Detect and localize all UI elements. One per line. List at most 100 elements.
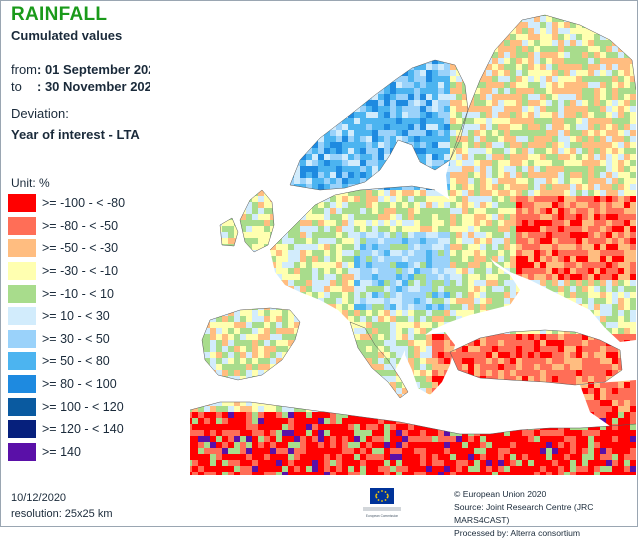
grid-cell: [444, 244, 450, 250]
grid-cell: [246, 310, 252, 316]
grid-cell: [372, 274, 378, 280]
grid-cell: [468, 364, 474, 370]
grid-cell: [300, 160, 306, 166]
grid-cell: [348, 238, 354, 244]
grid-cell: [522, 262, 528, 268]
grid-cell: [552, 172, 558, 178]
grid-cell: [624, 124, 630, 130]
grid-cell: [432, 154, 438, 160]
grid-cell: [552, 154, 558, 160]
grid-cell: [582, 166, 588, 172]
grid-cell: [426, 304, 432, 310]
grid-cell: [354, 316, 360, 322]
grid-cell: [468, 226, 474, 232]
grid-cell: [480, 346, 486, 352]
grid-cell: [396, 130, 402, 136]
grid-cell: [498, 196, 504, 202]
grid-cell: [600, 106, 606, 112]
grid-cell: [450, 82, 456, 88]
grid-cell: [366, 148, 372, 154]
grid-cell: [522, 268, 528, 274]
grid-cell: [630, 148, 636, 154]
legend-label: >= -10 - < 10: [42, 286, 114, 301]
grid-cell: [294, 166, 300, 172]
grid-cell: [600, 88, 606, 94]
grid-cell: [246, 334, 252, 340]
grid-cell: [468, 184, 474, 190]
grid-cell: [408, 340, 414, 346]
grid-cell: [414, 346, 420, 352]
grid-cell: [522, 100, 528, 106]
grid-cell: [612, 298, 618, 304]
grid-cell: [390, 232, 396, 238]
grid-cell: [420, 76, 426, 82]
grid-cell: [480, 292, 486, 298]
grid-cell: [444, 136, 450, 142]
grid-cell: [318, 184, 324, 190]
grid-cell: [414, 352, 420, 358]
grid-cell: [360, 328, 366, 334]
grid-cell: [528, 100, 534, 106]
grid-cell: [552, 46, 558, 52]
grid-cell: [240, 322, 246, 328]
grid-cell: [408, 100, 414, 106]
grid-cell: [630, 256, 636, 262]
grid-cell: [222, 340, 228, 346]
grid-cell: [510, 112, 516, 118]
grid-cell: [342, 154, 348, 160]
grid-cell: [438, 196, 444, 202]
grid-cell: [558, 172, 564, 178]
grid-cell: [540, 256, 546, 262]
grid-cell: [318, 250, 324, 256]
grid-cell: [462, 94, 468, 100]
grid-cell: [300, 250, 306, 256]
grid-cell: [402, 88, 408, 94]
grid-cell: [516, 148, 522, 154]
grid-cell: [456, 250, 462, 256]
grid-cell: [624, 160, 630, 166]
grid-cell: [606, 160, 612, 166]
grid-cell: [486, 304, 492, 310]
grid-cell: [414, 322, 420, 328]
grid-cell: [432, 88, 438, 94]
grid-cell: [270, 322, 276, 328]
grid-cell: [594, 238, 600, 244]
grid-cell: [456, 76, 462, 82]
grid-cell: [576, 22, 582, 28]
grid-cell: [570, 268, 576, 274]
grid-cell: [432, 316, 438, 322]
grid-cell: [522, 40, 528, 46]
grid-cell: [594, 196, 600, 202]
grid-cell: [468, 118, 474, 124]
grid-cell: [240, 328, 246, 334]
grid-cell: [522, 52, 528, 58]
grid-cell: [306, 292, 312, 298]
grid-cell: [582, 142, 588, 148]
grid-cell: [474, 220, 480, 226]
grid-cell: [282, 250, 288, 256]
grid-cell: [444, 220, 450, 226]
grid-cell: [360, 334, 366, 340]
grid-cell: [564, 166, 570, 172]
grid-cell: [534, 238, 540, 244]
grid-cell: [612, 130, 618, 136]
grid-cell: [492, 172, 498, 178]
grid-cell: [318, 292, 324, 298]
grid-cell: [396, 190, 402, 196]
grid-cell: [366, 286, 372, 292]
grid-cell: [528, 136, 534, 142]
grid-cell: [456, 184, 462, 190]
grid-cell: [588, 304, 594, 310]
grid-cell: [600, 178, 606, 184]
grid-cell: [294, 316, 300, 322]
grid-cell: [318, 268, 324, 274]
grid-cell: [342, 172, 348, 178]
grid-cell: [492, 364, 498, 370]
grid-cell: [582, 268, 588, 274]
grid-cell: [396, 136, 402, 142]
grid-cell: [240, 346, 246, 352]
grid-cell: [426, 250, 432, 256]
figure-frame: [0, 0, 638, 527]
grid-cell: [414, 64, 420, 70]
grid-cell: [396, 232, 402, 238]
